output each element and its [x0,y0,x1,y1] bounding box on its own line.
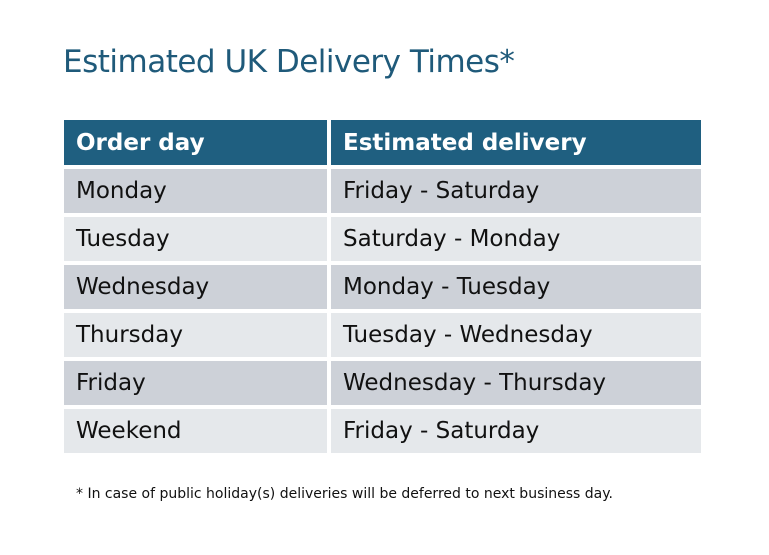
delivery-cell: Wednesday - Thursday [331,361,701,409]
order-day-cell: Wednesday [64,265,331,313]
table-row: Thursday Tuesday - Wednesday [64,313,701,361]
delivery-times-table: Order day Estimated delivery Monday Frida… [64,120,701,457]
delivery-cell: Monday - Tuesday [331,265,701,313]
table-row: Weekend Friday - Saturday [64,409,701,457]
page-title: Estimated UK Delivery Times* [63,44,515,80]
order-day-cell: Friday [64,361,331,409]
table-header-row: Order day Estimated delivery [64,120,701,169]
footnote: * In case of public holiday(s) deliverie… [76,486,613,502]
order-day-cell: Monday [64,169,331,217]
header-order-day: Order day [64,120,331,169]
delivery-cell: Friday - Saturday [331,169,701,217]
table-row: Monday Friday - Saturday [64,169,701,217]
table-row: Friday Wednesday - Thursday [64,361,701,409]
table-row: Tuesday Saturday - Monday [64,217,701,265]
delivery-cell: Tuesday - Wednesday [331,313,701,361]
order-day-cell: Weekend [64,409,331,457]
header-estimated-delivery: Estimated delivery [331,120,701,169]
delivery-cell: Saturday - Monday [331,217,701,265]
order-day-cell: Tuesday [64,217,331,265]
order-day-cell: Thursday [64,313,331,361]
delivery-cell: Friday - Saturday [331,409,701,457]
table-row: Wednesday Monday - Tuesday [64,265,701,313]
